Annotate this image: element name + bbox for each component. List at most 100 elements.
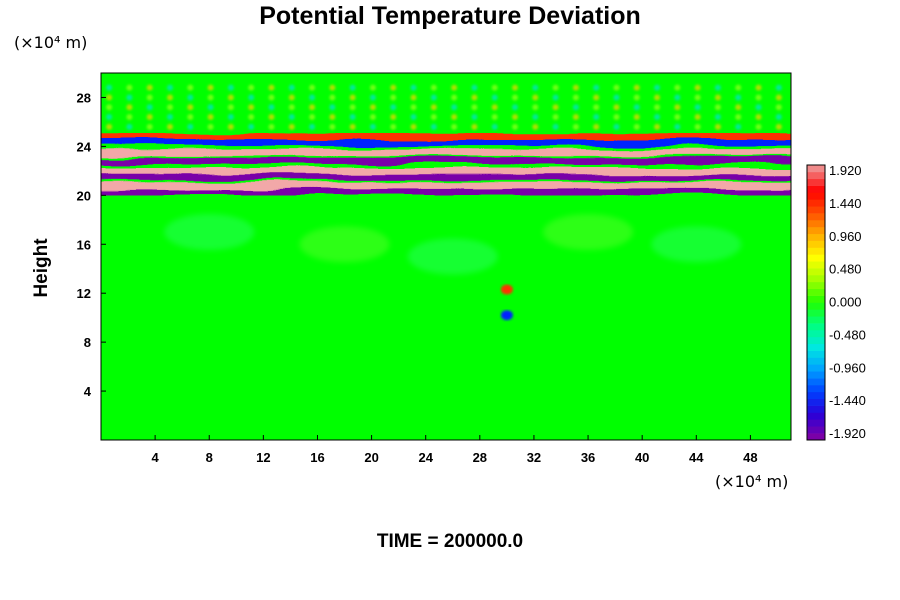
wave-dot xyxy=(390,94,397,101)
wave-dot xyxy=(349,123,356,130)
colorbar-segment xyxy=(807,247,825,255)
colorbar-segment xyxy=(807,426,825,434)
wave-dot xyxy=(532,84,539,91)
wave-dot xyxy=(694,114,701,121)
wave-dot xyxy=(735,104,742,111)
y-axis: 4 8 12 16 20 24 28 xyxy=(77,90,106,399)
wave-dot xyxy=(694,84,701,91)
wave-dot xyxy=(329,123,336,130)
wave-dot xyxy=(288,114,295,121)
colorbar-segment xyxy=(807,185,825,193)
x-tick-label: 8 xyxy=(206,450,213,465)
turbulence-haze xyxy=(164,214,742,275)
wave-dot xyxy=(248,123,255,130)
wave-dot xyxy=(633,114,640,121)
wave-dot xyxy=(207,94,214,101)
band-7 xyxy=(101,133,791,140)
wave-dot xyxy=(430,94,437,101)
x-tick-label: 32 xyxy=(527,450,541,465)
x-tick-label: 12 xyxy=(256,450,270,465)
wave-dot xyxy=(268,123,275,130)
wave-dot xyxy=(451,94,458,101)
plot-area xyxy=(101,73,791,440)
haze-blob xyxy=(651,226,742,263)
wave-dot xyxy=(410,104,417,111)
wave-dot xyxy=(775,84,782,91)
colorbar-segment xyxy=(807,261,825,269)
wave-dot xyxy=(106,123,113,130)
colorbar-segment xyxy=(807,226,825,235)
x-tick-label: 20 xyxy=(364,450,378,465)
band-1 xyxy=(101,182,791,189)
colorbar-tick-label: -1.920 xyxy=(829,426,866,441)
wave-dot xyxy=(593,84,600,91)
wave-dot xyxy=(329,84,336,91)
wave-dot xyxy=(187,114,194,121)
colorbar-segment xyxy=(807,281,825,290)
y-tick-label: 16 xyxy=(77,237,91,252)
wave-dot xyxy=(755,94,762,101)
wave-dot xyxy=(471,104,478,111)
colorbar-tick-label: 0.480 xyxy=(829,262,862,277)
wave-dot xyxy=(410,114,417,121)
wave-dot xyxy=(248,84,255,91)
colorbar-segment xyxy=(807,295,825,303)
wave-dot xyxy=(613,94,620,101)
wave-dot xyxy=(106,114,113,121)
band-3 xyxy=(101,167,791,175)
wave-dot xyxy=(593,104,600,111)
colorbar-segment xyxy=(807,171,825,180)
wave-dot xyxy=(593,123,600,130)
colorbar-segment xyxy=(807,330,825,338)
wave-dot xyxy=(248,104,255,111)
wave-dot xyxy=(512,104,518,111)
wave-dot xyxy=(369,123,376,130)
wave-dot xyxy=(146,84,153,91)
wave-dot xyxy=(126,94,133,101)
colorbar-segment xyxy=(807,323,825,331)
band-5 xyxy=(101,149,791,156)
wave-dot xyxy=(532,94,539,101)
colorbar-segment xyxy=(807,378,825,386)
y-tick-label: 24 xyxy=(77,139,92,154)
wave-dot xyxy=(167,114,173,121)
y-tick-label: 4 xyxy=(84,384,92,399)
wave-dot xyxy=(552,114,559,121)
colorbar-segment xyxy=(807,364,825,372)
wave-dot xyxy=(451,123,458,130)
colorbar-segment xyxy=(807,419,825,427)
colorbar-segment xyxy=(807,412,825,420)
colorbar-tick-label: 0.960 xyxy=(829,229,862,244)
wave-dot xyxy=(126,84,133,91)
wave-dot xyxy=(593,94,600,101)
wave-dot xyxy=(714,84,721,91)
wave-pattern xyxy=(106,84,782,130)
colorbar-segment xyxy=(807,398,825,406)
colorbar-segment xyxy=(807,233,825,241)
wave-dot xyxy=(268,104,275,111)
colorbar-segment xyxy=(807,206,825,214)
wave-dot xyxy=(126,123,133,130)
wave-dot xyxy=(349,104,356,111)
wave-dot xyxy=(126,104,133,111)
wave-dot xyxy=(775,114,782,121)
wave-dot xyxy=(248,94,255,101)
wave-dot xyxy=(572,94,579,101)
wave-dot xyxy=(735,94,742,101)
wave-dot xyxy=(451,104,458,111)
wave-dot xyxy=(552,84,559,91)
band-0 xyxy=(101,188,791,196)
wave-dot xyxy=(755,104,762,111)
wave-dot xyxy=(309,123,316,130)
wave-dot xyxy=(512,84,518,91)
wave-dot xyxy=(491,84,498,91)
wave-dot xyxy=(390,114,397,121)
wave-dot xyxy=(410,84,417,91)
wave-dot xyxy=(349,94,356,101)
wave-dot xyxy=(613,114,620,121)
band-2 xyxy=(101,173,791,181)
wave-dot xyxy=(227,94,234,101)
x-tick-label: 28 xyxy=(473,450,487,465)
colorbar-segment xyxy=(807,165,825,173)
wave-dot xyxy=(167,104,173,111)
